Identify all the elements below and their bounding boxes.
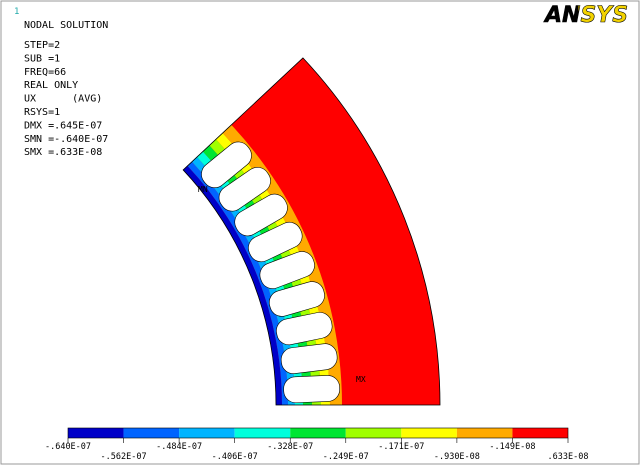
contour-band: [182, 57, 441, 406]
slot: [268, 281, 325, 317]
logo: ANSYS: [543, 3, 628, 28]
info-line: STEP=2: [24, 40, 60, 51]
legend-border: [67, 427, 569, 439]
info-line: UX (AVG): [24, 94, 102, 105]
legend-label: -.562E-07: [101, 452, 147, 462]
legend-label: -.328E-07: [267, 442, 313, 452]
max-marker: MX: [356, 375, 366, 384]
legend-swatch: [234, 428, 291, 438]
slot: [276, 312, 333, 346]
legend-label: -.930E-08: [434, 452, 480, 462]
info-line: SMX =.633E-08: [24, 147, 102, 158]
result-title: NODAL SOLUTION: [24, 20, 108, 31]
legend-swatch: [345, 428, 402, 438]
legend-swatch: [290, 428, 346, 438]
result-info: STEP=2 SUB =1 FREQ=66 REAL ONLY UX (AVG) RSYS…: [24, 40, 108, 158]
legend: -.640E-07 -.562E-07 -.484E-07 -.406E-07 -.32…: [45, 427, 589, 462]
legend-label: -.249E-07: [323, 452, 369, 462]
legend-label: -.484E-07: [156, 442, 202, 452]
legend-swatch: [179, 428, 235, 438]
slot: [218, 167, 271, 212]
info-line: RSYS=1: [24, 107, 60, 118]
slot: [248, 221, 303, 263]
legend-swatch: [512, 428, 568, 438]
slot: [201, 141, 252, 189]
legend-swatch: [401, 428, 457, 438]
slot: [280, 343, 338, 374]
slot: [283, 375, 340, 404]
info-line: FREQ=66: [24, 67, 66, 78]
legend-swatch: [123, 428, 180, 438]
legend-swatch: [456, 428, 513, 438]
info-line: DMX =.645E-07: [24, 120, 102, 131]
legend-label: -.171E-07: [378, 442, 424, 452]
legend-label: -.406E-07: [212, 452, 258, 462]
legend-swatch: [68, 428, 124, 438]
model: [182, 57, 441, 406]
legend-label: .633E-08: [548, 452, 589, 462]
legend-label: -.149E-08: [489, 442, 535, 452]
info-line: SMN =-.640E-07: [24, 134, 108, 145]
window-number: 1: [14, 7, 19, 17]
slot: [234, 193, 288, 237]
info-line: SUB =1: [24, 53, 60, 64]
min-marker: MN: [198, 185, 208, 194]
info-line: REAL ONLY: [24, 80, 78, 91]
slot: [259, 251, 315, 289]
legend-label: -.640E-07: [45, 442, 91, 452]
